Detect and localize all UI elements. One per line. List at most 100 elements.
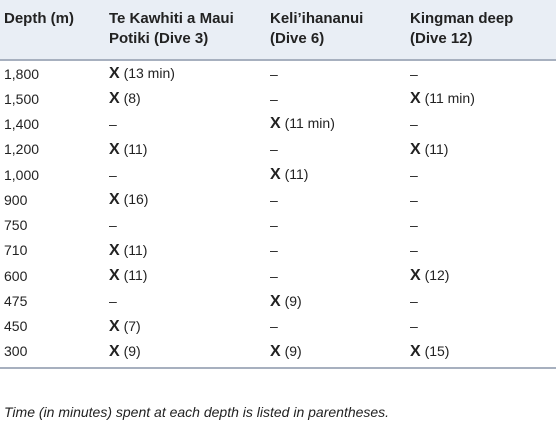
time-spent: (16) bbox=[123, 191, 149, 208]
dive-cell: X (7) bbox=[105, 314, 266, 339]
dive-cell: X (11) bbox=[266, 162, 406, 187]
dive-cell: X (9) bbox=[266, 288, 406, 313]
time-spent: (11) bbox=[123, 267, 148, 284]
presence-mark: X bbox=[410, 267, 421, 285]
absent-dash: – bbox=[270, 141, 278, 158]
dive-cell: X (11) bbox=[105, 238, 266, 263]
time-spent: (9) bbox=[284, 342, 302, 359]
header-dive-3: Te Kawhiti a Maui Potiki (Dive 3) bbox=[109, 10, 234, 47]
absent-dash: – bbox=[270, 318, 278, 335]
dive-cell: X (11) bbox=[105, 263, 266, 288]
absent-dash: – bbox=[109, 115, 117, 132]
presence-mark: X bbox=[270, 166, 281, 184]
dive-cell: X (16) bbox=[105, 187, 266, 212]
table-header: Depth (m) Te Kawhiti a Maui Potiki (Dive… bbox=[0, 0, 556, 60]
dive-cell: – bbox=[105, 212, 266, 237]
time-spent: (9) bbox=[284, 292, 302, 309]
dive-cell: – bbox=[105, 162, 266, 187]
absent-dash: – bbox=[109, 217, 117, 234]
table-row: 450 X (7) – – bbox=[0, 314, 556, 339]
absent-dash: – bbox=[270, 65, 278, 82]
presence-mark: X bbox=[109, 140, 120, 158]
depth-cell: 1,000 bbox=[4, 166, 40, 183]
table-row: 300 X (9) X (9) X (15) bbox=[0, 339, 556, 368]
depth-cell: 710 bbox=[4, 242, 28, 259]
depth-cell: 300 bbox=[4, 343, 28, 360]
dive-cell: X (11 min) bbox=[266, 111, 406, 136]
table-body: 1,800 X (13 min) – –1,500 X (8) – X (11 min) 1,… bbox=[0, 60, 556, 368]
absent-dash: – bbox=[410, 242, 418, 259]
dive-cell: X (11) bbox=[406, 137, 556, 162]
dive-cell: – bbox=[266, 187, 406, 212]
depth-cell: 900 bbox=[4, 191, 28, 208]
table-footnote: Time (in minutes) spent at each depth is… bbox=[4, 404, 390, 420]
time-spent: (13 min) bbox=[123, 65, 175, 81]
depth-cell: 475 bbox=[4, 293, 28, 310]
presence-mark: X bbox=[109, 241, 120, 259]
dive-cell: X (15) bbox=[406, 339, 556, 368]
presence-mark: X bbox=[109, 90, 120, 108]
header-row: Depth (m) Te Kawhiti a Maui Potiki (Dive… bbox=[0, 0, 556, 60]
presence-mark: X bbox=[109, 191, 120, 209]
dive-cell: – bbox=[406, 111, 556, 136]
presence-mark: X bbox=[109, 65, 120, 82]
table-row: 900 X (16) – – bbox=[0, 187, 556, 212]
absent-dash: – bbox=[410, 166, 418, 183]
dive-cell: X (12) bbox=[406, 263, 556, 288]
time-spent: (8) bbox=[123, 90, 141, 107]
dive-cell: – bbox=[266, 86, 406, 111]
dive-cell: – bbox=[266, 212, 406, 237]
time-spent: (11) bbox=[123, 241, 148, 258]
depth-cell: 750 bbox=[4, 217, 28, 234]
table-row: 1,500 X (8) – X (11 min) bbox=[0, 86, 556, 111]
absent-dash: – bbox=[410, 65, 418, 82]
dive-cell: X (8) bbox=[105, 86, 266, 111]
presence-mark: X bbox=[410, 90, 421, 108]
presence-mark: X bbox=[109, 267, 120, 285]
table-row: 600 X (11) – X (12) bbox=[0, 263, 556, 288]
time-spent: (15) bbox=[424, 342, 450, 359]
absent-dash: – bbox=[270, 217, 278, 234]
dive-cell: – bbox=[266, 263, 406, 288]
depth-cell: 450 bbox=[4, 318, 28, 335]
time-spent: (11) bbox=[424, 140, 449, 157]
table-row: 1,800 X (13 min) – – bbox=[0, 60, 556, 86]
presence-mark: X bbox=[109, 317, 120, 335]
absent-dash: – bbox=[270, 242, 278, 259]
absent-dash: – bbox=[270, 90, 278, 107]
dive-cell: – bbox=[406, 288, 556, 313]
dive-cell: – bbox=[406, 162, 556, 187]
dive-cell: X (11 min) bbox=[406, 86, 556, 111]
time-spent: (11) bbox=[284, 166, 309, 183]
presence-mark: X bbox=[270, 342, 281, 360]
table-row: 710 X (11) – – bbox=[0, 238, 556, 263]
depth-cell: 1,800 bbox=[4, 65, 40, 82]
dive-cell: – bbox=[406, 238, 556, 263]
dive-cell: – bbox=[406, 314, 556, 339]
header-depth: Depth (m) bbox=[4, 10, 74, 27]
time-spent: (11) bbox=[123, 140, 148, 157]
absent-dash: – bbox=[410, 191, 418, 208]
absent-dash: – bbox=[410, 115, 418, 132]
table-row: 750 – – – bbox=[0, 212, 556, 237]
presence-mark: X bbox=[410, 140, 421, 158]
time-spent: (7) bbox=[123, 317, 141, 334]
table-row: 1,200 X (11) – X (11) bbox=[0, 137, 556, 162]
time-spent: (11 min) bbox=[284, 115, 335, 132]
dive-cell: – bbox=[406, 60, 556, 86]
absent-dash: – bbox=[410, 217, 418, 234]
dive-cell: – bbox=[266, 137, 406, 162]
dive-cell: – bbox=[406, 187, 556, 212]
depth-cell: 1,400 bbox=[4, 115, 40, 132]
presence-mark: X bbox=[270, 292, 281, 310]
depth-cell: 1,500 bbox=[4, 90, 40, 107]
dive-cell: X (9) bbox=[105, 339, 266, 368]
table-row: 1,400– X (11 min) – bbox=[0, 111, 556, 136]
absent-dash: – bbox=[270, 191, 278, 208]
dive-cell: – bbox=[266, 60, 406, 86]
dive-cell: – bbox=[406, 212, 556, 237]
depth-cell: 600 bbox=[4, 267, 28, 284]
depth-cell: 1,200 bbox=[4, 141, 40, 158]
absent-dash: – bbox=[109, 293, 117, 310]
